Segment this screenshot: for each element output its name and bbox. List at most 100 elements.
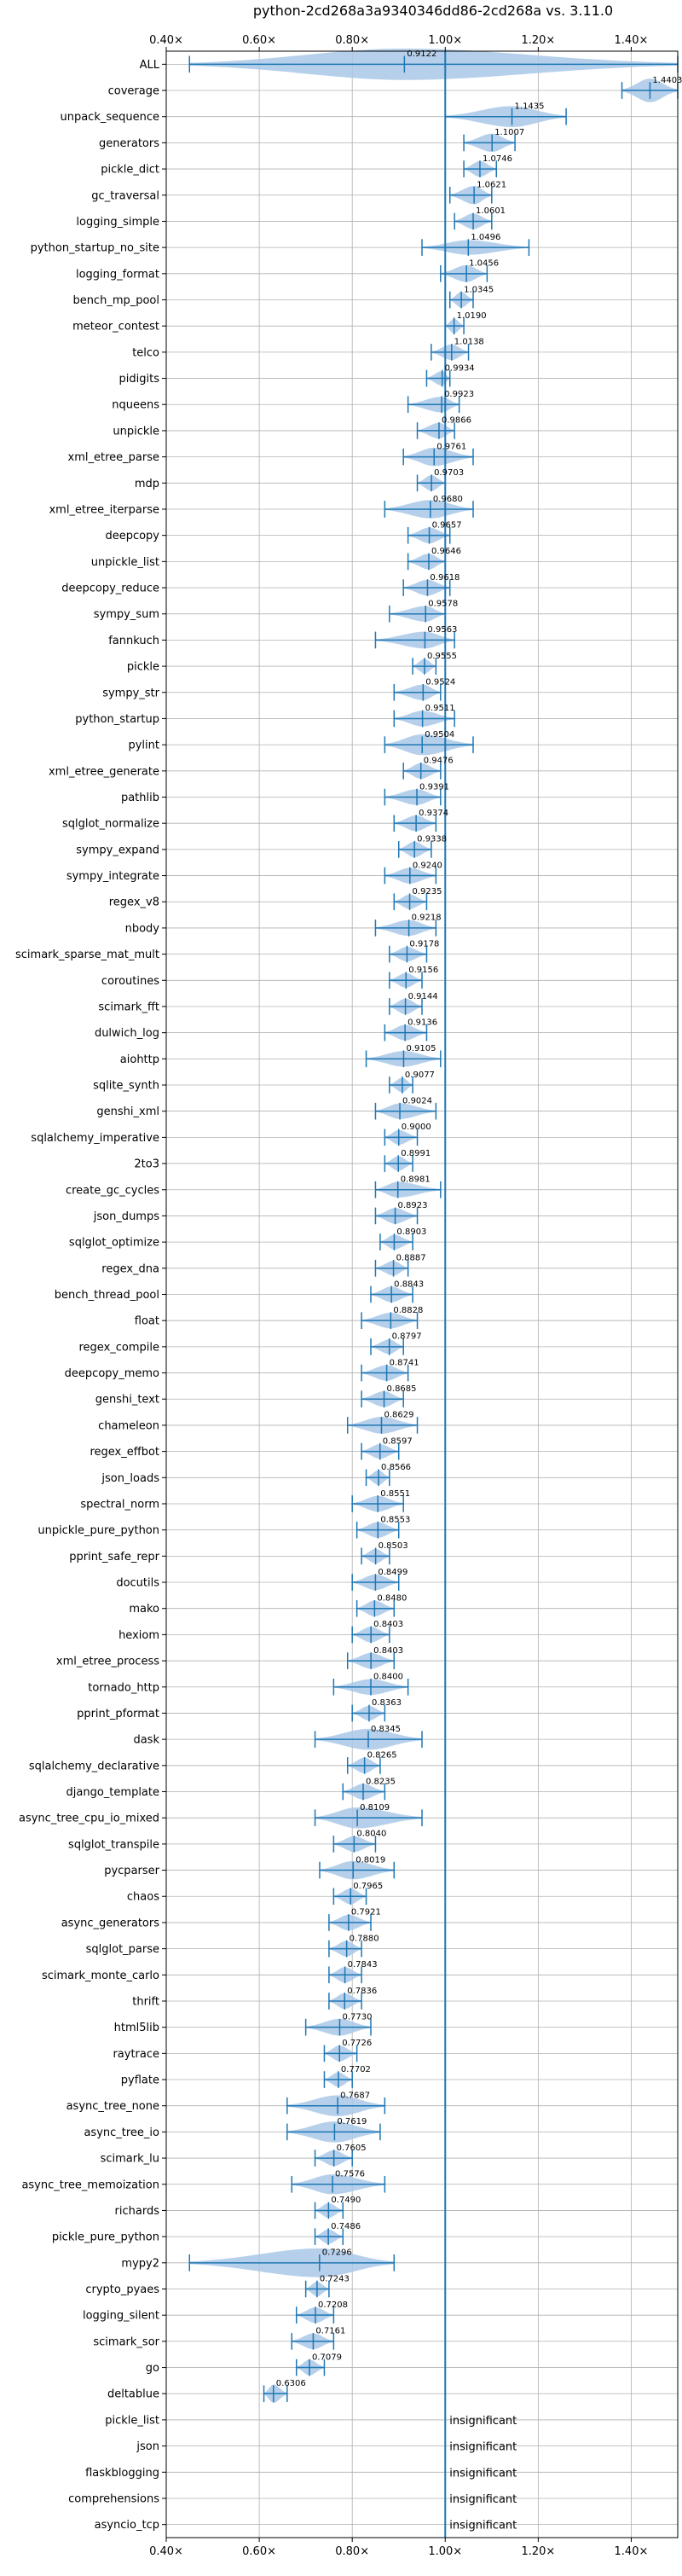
value-label: 0.9338 (417, 835, 447, 844)
category-label: pickle (127, 661, 159, 674)
category-label: hexiom (118, 1629, 159, 1642)
value-label: 0.8991 (401, 1149, 431, 1158)
category-label: async_tree_io (84, 2126, 159, 2139)
value-label: 0.7730 (342, 2012, 372, 2022)
value-label: 0.8903 (396, 1227, 426, 1237)
category-label: pylint (128, 740, 159, 752)
insignificant-label: insignificant (449, 2467, 517, 2480)
value-label: 0.9391 (419, 782, 449, 792)
category-label: mdp (135, 478, 159, 490)
insignificant-label: insignificant (449, 2520, 517, 2532)
value-label: 0.9934 (445, 363, 475, 373)
value-label: 0.7490 (331, 2196, 361, 2205)
category-label: deepcopy_memo (65, 1367, 159, 1380)
category-label: scimark_fft (98, 1001, 159, 1013)
category-label: aiohttp (120, 1053, 159, 1066)
value-label: 0.8040 (356, 1830, 386, 1839)
value-label: 0.7296 (322, 2248, 352, 2258)
category-label: sqlglot_optimize (69, 1237, 159, 1250)
category-label: regex_compile (78, 1341, 159, 1354)
value-label: 0.9476 (424, 757, 454, 766)
x-tick-label-top: 0.40× (149, 34, 183, 47)
value-label: 1.1435 (515, 102, 545, 112)
value-label: 0.9578 (428, 600, 458, 609)
value-label: 0.7726 (342, 2039, 372, 2048)
category-label: pyflate (121, 2074, 159, 2087)
x-tick-label-top: 1.20× (521, 34, 555, 47)
category-label: pickle_list (105, 2414, 159, 2427)
x-tick-label-top: 0.60× (242, 34, 276, 47)
category-label: unpickle (113, 425, 159, 438)
value-label: 0.9504 (425, 730, 454, 740)
category-label: chameleon (98, 1419, 159, 1432)
value-label: 0.9235 (413, 887, 442, 896)
category-label: pickle_pure_python (52, 2231, 159, 2244)
category-label: pathlib (121, 792, 159, 804)
axis-layer: 0.40× 0.40× 0.60× 0.60× 0.80× 0.80× 1.00× 1.00×… (15, 34, 679, 2558)
category-label: sqlglot_transpile (68, 1838, 159, 1851)
value-label: 0.9374 (419, 809, 448, 818)
category-label: scimark_lu (101, 2153, 159, 2166)
category-label: pidigits (119, 373, 160, 386)
value-label: 0.9680 (433, 495, 463, 504)
category-label: bench_thread_pool (55, 1289, 159, 1302)
value-label: 0.8403 (373, 1620, 403, 1629)
category-label: go (146, 2362, 159, 2375)
value-label: 0.9122 (407, 49, 436, 59)
category-label: xml_etree_parse (68, 451, 159, 464)
category-label: sqlglot_parse (86, 1943, 159, 1956)
value-label: 1.0746 (483, 154, 512, 164)
x-tick-label-top: 0.80× (335, 34, 369, 47)
category-label: json_dumps (93, 1210, 159, 1223)
category-label: django_template (66, 1786, 159, 1799)
value-label: 0.9024 (402, 1097, 432, 1106)
value-label: 0.8553 (380, 1515, 410, 1524)
category-label: coroutines (101, 975, 159, 988)
value-label: 0.8345 (371, 1725, 401, 1734)
value-label: 0.8843 (394, 1279, 424, 1289)
category-label: scimark_sparse_mat_mult (15, 949, 159, 961)
category-label: xml_etree_process (56, 1656, 159, 1668)
category-label: sqlalchemy_declarative (29, 1760, 159, 1772)
value-label: 0.7880 (350, 1934, 379, 1943)
value-label: 0.7921 (351, 1908, 381, 1917)
category-label: chaos (127, 1891, 159, 1904)
value-label: 0.9524 (425, 678, 455, 688)
value-label: 0.8828 (393, 1306, 423, 1315)
category-label: deepcopy (105, 530, 159, 542)
value-label: 0.7079 (312, 2353, 342, 2362)
category-label: deepcopy_reduce (61, 583, 159, 595)
value-label: 0.8109 (360, 1803, 390, 1813)
violin-layer (188, 48, 679, 2538)
value-label: 0.7836 (347, 1987, 377, 1996)
insignificant-label: insignificant (449, 2441, 517, 2454)
category-label: comprehensions (68, 2492, 159, 2505)
category-label: python_startup (75, 713, 159, 726)
value-label: 0.9178 (409, 939, 439, 949)
value-label: 0.6306 (276, 2379, 306, 2388)
category-label: asyncio_tcp (95, 2519, 159, 2532)
category-label: sympy_str (102, 687, 159, 699)
category-label: mypy2 (121, 2257, 159, 2270)
value-label: 1.0190 (457, 311, 487, 321)
value-label: 1.0621 (477, 181, 506, 190)
category-label: unpack_sequence (60, 111, 159, 124)
value-label: 1.0496 (471, 233, 500, 242)
insignificant-label: insignificant (449, 2493, 517, 2506)
category-label: regex_dna (101, 1262, 159, 1275)
value-label: 0.8923 (398, 1201, 428, 1210)
category-label: async_tree_none (66, 2100, 159, 2113)
category-label: nqueens (112, 399, 159, 412)
x-tick-label-top: 1.40× (615, 34, 649, 47)
category-label: ALL (140, 59, 160, 72)
value-label: 0.7576 (335, 2170, 365, 2179)
insignificant-label: insignificant (449, 2415, 517, 2428)
category-label: pickle_dict (101, 164, 159, 177)
category-label: regex_effbot (90, 1446, 159, 1459)
value-label: 0.8363 (372, 1698, 402, 1708)
category-label: sqlglot_normalize (62, 818, 159, 831)
value-label: 0.8887 (396, 1254, 426, 1263)
category-label: unpickle_list (91, 556, 159, 569)
category-label: fannkuch (108, 635, 159, 647)
